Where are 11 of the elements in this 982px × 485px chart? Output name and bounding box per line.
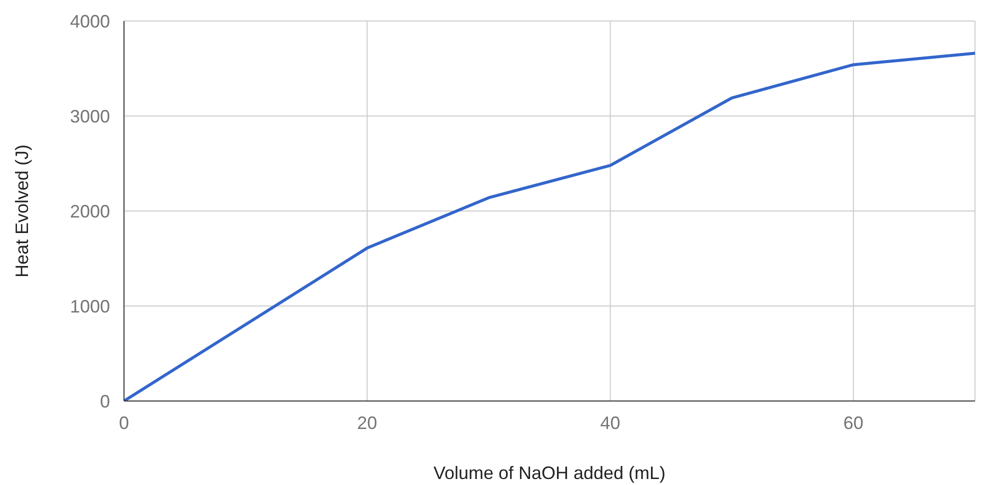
y-tick-label: 3000 bbox=[70, 106, 110, 126]
y-tick-label: 0 bbox=[100, 391, 110, 412]
x-tick-label: 20 bbox=[357, 412, 378, 433]
x-tick-label: 60 bbox=[843, 412, 864, 433]
x-tick-label: 40 bbox=[600, 412, 620, 433]
y-tick-label: 4000 bbox=[70, 11, 110, 32]
x-tick-label: 0 bbox=[118, 412, 130, 433]
x-axis-title: Volume of NaOH added (mL) bbox=[433, 463, 666, 483]
y-tick-label: 2000 bbox=[70, 201, 110, 222]
y-tick-label: 1000 bbox=[70, 296, 110, 316]
y-axis-title: Heat Evolved (J) bbox=[12, 144, 32, 278]
